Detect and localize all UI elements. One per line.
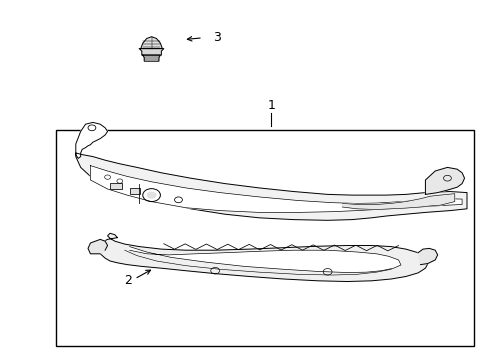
Text: 2: 2	[124, 274, 132, 287]
Bar	[110, 183, 122, 189]
Polygon shape	[98, 233, 427, 282]
Polygon shape	[425, 167, 464, 194]
Polygon shape	[76, 153, 466, 220]
Polygon shape	[417, 248, 437, 265]
Bar	[56, 130, 473, 346]
Polygon shape	[129, 247, 400, 273]
Polygon shape	[90, 166, 461, 212]
Bar	[129, 188, 140, 194]
Polygon shape	[342, 194, 454, 210]
Polygon shape	[76, 122, 107, 158]
Polygon shape	[142, 55, 160, 61]
Polygon shape	[139, 49, 163, 55]
Polygon shape	[141, 37, 162, 49]
Text: 1: 1	[267, 99, 275, 112]
Circle shape	[146, 192, 156, 199]
Polygon shape	[88, 239, 107, 254]
Text: 3: 3	[212, 31, 220, 44]
